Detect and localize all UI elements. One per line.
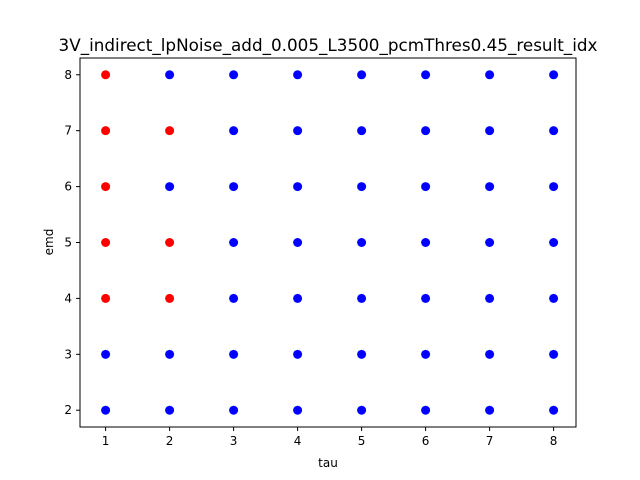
data-point-blue — [165, 70, 175, 80]
y-axis-label: emd — [42, 229, 56, 256]
y-tick-label: 7 — [64, 124, 72, 138]
chart-title: 3V_indirect_lpNoise_add_0.005_L3500_pcmT… — [59, 35, 598, 56]
x-tick-label: 3 — [230, 434, 238, 448]
data-point-blue — [549, 349, 559, 359]
data-point-blue — [357, 238, 367, 247]
x-tick-label: 2 — [166, 434, 174, 448]
data-point-red — [101, 126, 111, 136]
data-point-blue — [293, 70, 303, 80]
data-point-blue — [357, 349, 367, 359]
data-point-blue — [165, 405, 175, 415]
y-axis: 2 3 4 5 6 7 8 — [64, 68, 80, 417]
y-tick-label: 5 — [64, 236, 72, 250]
data-point-blue — [421, 182, 431, 192]
data-point-blue — [421, 349, 431, 359]
data-point-blue — [421, 293, 431, 303]
data-point-blue — [229, 405, 239, 415]
data-point-red — [165, 238, 175, 247]
data-point-blue — [357, 126, 367, 136]
y-tick-label: 4 — [64, 291, 72, 305]
data-point-blue — [229, 238, 239, 247]
x-axis: 1 2 3 4 5 6 7 8 — [102, 427, 558, 448]
data-point-blue — [229, 349, 239, 359]
data-point-blue — [101, 349, 111, 359]
y-tick-label: 8 — [64, 68, 72, 82]
data-point-blue — [101, 405, 111, 415]
data-point-blue — [293, 293, 303, 303]
data-point-blue — [293, 126, 303, 136]
data-point-blue — [293, 182, 303, 192]
data-point-blue — [165, 349, 175, 359]
y-tick-label: 6 — [64, 180, 72, 194]
x-tick-label: 6 — [422, 434, 430, 448]
data-point-blue — [549, 126, 559, 136]
data-point-blue — [549, 70, 559, 80]
data-point-red — [101, 70, 111, 80]
data-point-blue — [485, 238, 495, 247]
data-point-blue — [421, 126, 431, 136]
data-point-blue — [293, 349, 303, 359]
data-point-blue — [293, 238, 303, 247]
data-point-blue — [485, 70, 495, 80]
data-point-blue — [549, 182, 559, 192]
data-point-red — [101, 293, 111, 303]
data-point-blue — [485, 293, 495, 303]
y-tick-label: 2 — [64, 403, 72, 417]
data-point-red — [101, 182, 111, 192]
x-tick-label: 8 — [550, 434, 558, 448]
data-point-red — [165, 293, 175, 303]
data-point-blue — [421, 405, 431, 415]
data-point-blue — [357, 182, 367, 192]
points-layer — [101, 70, 559, 415]
data-point-blue — [229, 70, 239, 80]
x-tick-label: 5 — [358, 434, 366, 448]
x-axis-label: tau — [318, 456, 338, 470]
data-point-red — [101, 238, 111, 247]
x-tick-label: 4 — [294, 434, 302, 448]
data-point-blue — [421, 70, 431, 80]
data-point-blue — [485, 182, 495, 192]
data-point-blue — [229, 182, 239, 192]
plot-frame — [79, 57, 577, 428]
data-point-blue — [293, 405, 303, 415]
data-point-red — [165, 126, 175, 136]
data-point-blue — [229, 293, 239, 303]
data-point-blue — [357, 70, 367, 80]
data-point-blue — [485, 405, 495, 415]
y-tick-label: 3 — [64, 347, 72, 361]
data-point-blue — [357, 405, 367, 415]
data-point-blue — [549, 238, 559, 247]
data-point-blue — [229, 126, 239, 136]
data-point-blue — [165, 182, 175, 192]
data-point-blue — [421, 238, 431, 247]
data-point-blue — [485, 126, 495, 136]
data-point-blue — [549, 405, 559, 415]
x-tick-label: 1 — [102, 434, 110, 448]
data-point-blue — [357, 293, 367, 303]
data-point-blue — [485, 349, 495, 359]
data-point-blue — [549, 293, 559, 303]
x-tick-label: 7 — [486, 434, 494, 448]
